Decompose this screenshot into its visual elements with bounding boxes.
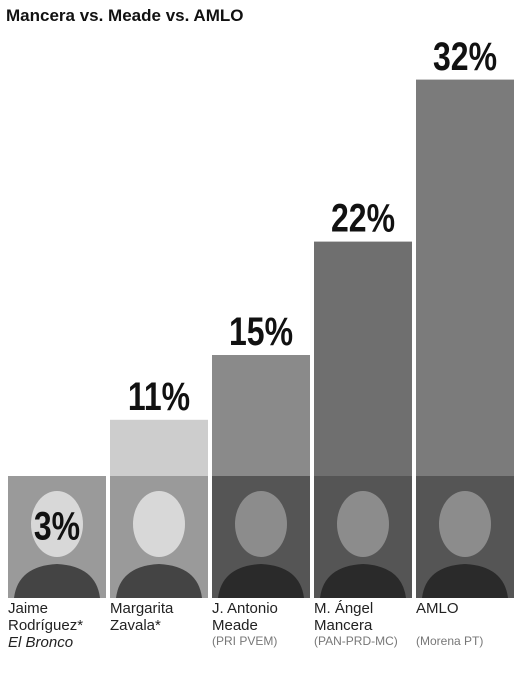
plot: 3% 11% 15% 22% 32% [0,0,515,680]
value-label: 22% [331,195,395,240]
photo [110,476,208,598]
value-label: 11% [128,373,190,418]
photo-head [337,491,389,557]
value-label: 3% [34,503,80,548]
category-sublabel: (PAN-PRD-MC) [314,634,408,648]
category-sublabel: (PRI PVEM) [212,634,306,648]
photo-head [133,491,185,557]
category-label: Jaime Rodríguez* [8,600,102,634]
photo [212,476,310,598]
category-label: J. Antonio Meade [212,600,306,634]
photo-head [235,491,287,557]
category-label: Margarita Zavala* [110,600,204,634]
photo [416,476,514,598]
photo-head [439,491,491,557]
value-label: 15% [229,309,293,354]
category-sublabel: (Morena PT) [416,634,510,648]
category-label: AMLO [416,600,510,617]
photo [314,476,412,598]
category-label: M. Ángel Mancera [314,600,408,634]
value-label: 32% [433,34,497,79]
chart: Mancera vs. Meade vs. AMLO 3%11%15%22%32… [0,0,515,680]
category-sublabel: El Bronco [8,634,102,651]
